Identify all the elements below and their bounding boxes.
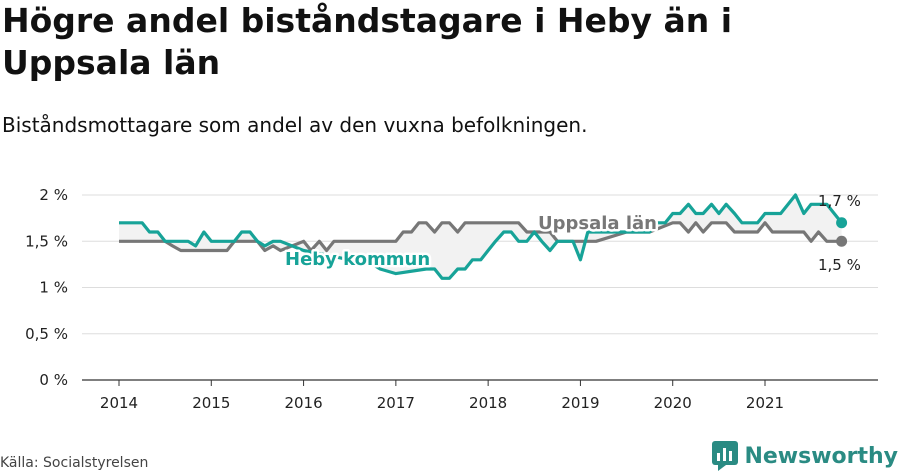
series-lines bbox=[119, 193, 848, 280]
x-tick-label: 2016 bbox=[284, 394, 322, 412]
x-tick-label: 2018 bbox=[469, 394, 507, 412]
x-tick-label: 2014 bbox=[100, 394, 138, 412]
series-line-uppsala bbox=[119, 221, 842, 253]
series-line-heby bbox=[119, 193, 843, 280]
series-end-dot-heby bbox=[836, 217, 848, 229]
end-value-label-uppsala: 1,5 % bbox=[818, 256, 861, 274]
y-axis-ticks: 0 % 0,5 % 1 % 1,5 % 2 % bbox=[25, 186, 68, 389]
difference-area bbox=[119, 195, 842, 279]
x-tick-label: 2017 bbox=[377, 394, 415, 412]
y-tick-label: 2 % bbox=[39, 186, 68, 204]
series-end-dot-uppsala bbox=[836, 235, 848, 247]
chart-title: Högre andel biståndstagare i Heby än i U… bbox=[2, 1, 733, 82]
x-axis: 2014 2015 2016 2017 2018 2019 2020 2021 bbox=[82, 379, 878, 412]
x-tick-label: 2020 bbox=[654, 394, 692, 412]
newsworthy-icon bbox=[712, 441, 739, 471]
newsworthy-logo[interactable]: Newsworthy bbox=[712, 440, 898, 472]
gridlines bbox=[82, 194, 878, 335]
y-tick-label: 0 % bbox=[39, 371, 68, 389]
chart-subtitle: Biståndsmottagare som andel av den vuxna… bbox=[2, 113, 588, 137]
series-labels: 1,7 % 1,5 % Heby kommun Uppsala län bbox=[283, 192, 861, 274]
x-tick-label: 2019 bbox=[561, 394, 599, 412]
y-tick-label: 1 % bbox=[39, 279, 68, 297]
series-label-uppsala: Uppsala län bbox=[538, 213, 657, 234]
x-tick-label: 2021 bbox=[746, 394, 784, 412]
brand-name: Newsworthy bbox=[744, 443, 898, 469]
end-value-label-heby: 1,7 % bbox=[818, 192, 861, 210]
series-label-heby: Heby kommun bbox=[285, 249, 430, 270]
x-tick-label: 2015 bbox=[192, 394, 230, 412]
difference-fill bbox=[119, 195, 842, 279]
source-note: Källa: Socialstyrelsen bbox=[0, 455, 149, 471]
y-tick-label: 0,5 % bbox=[25, 325, 68, 343]
y-tick-label: 1,5 % bbox=[25, 232, 68, 250]
